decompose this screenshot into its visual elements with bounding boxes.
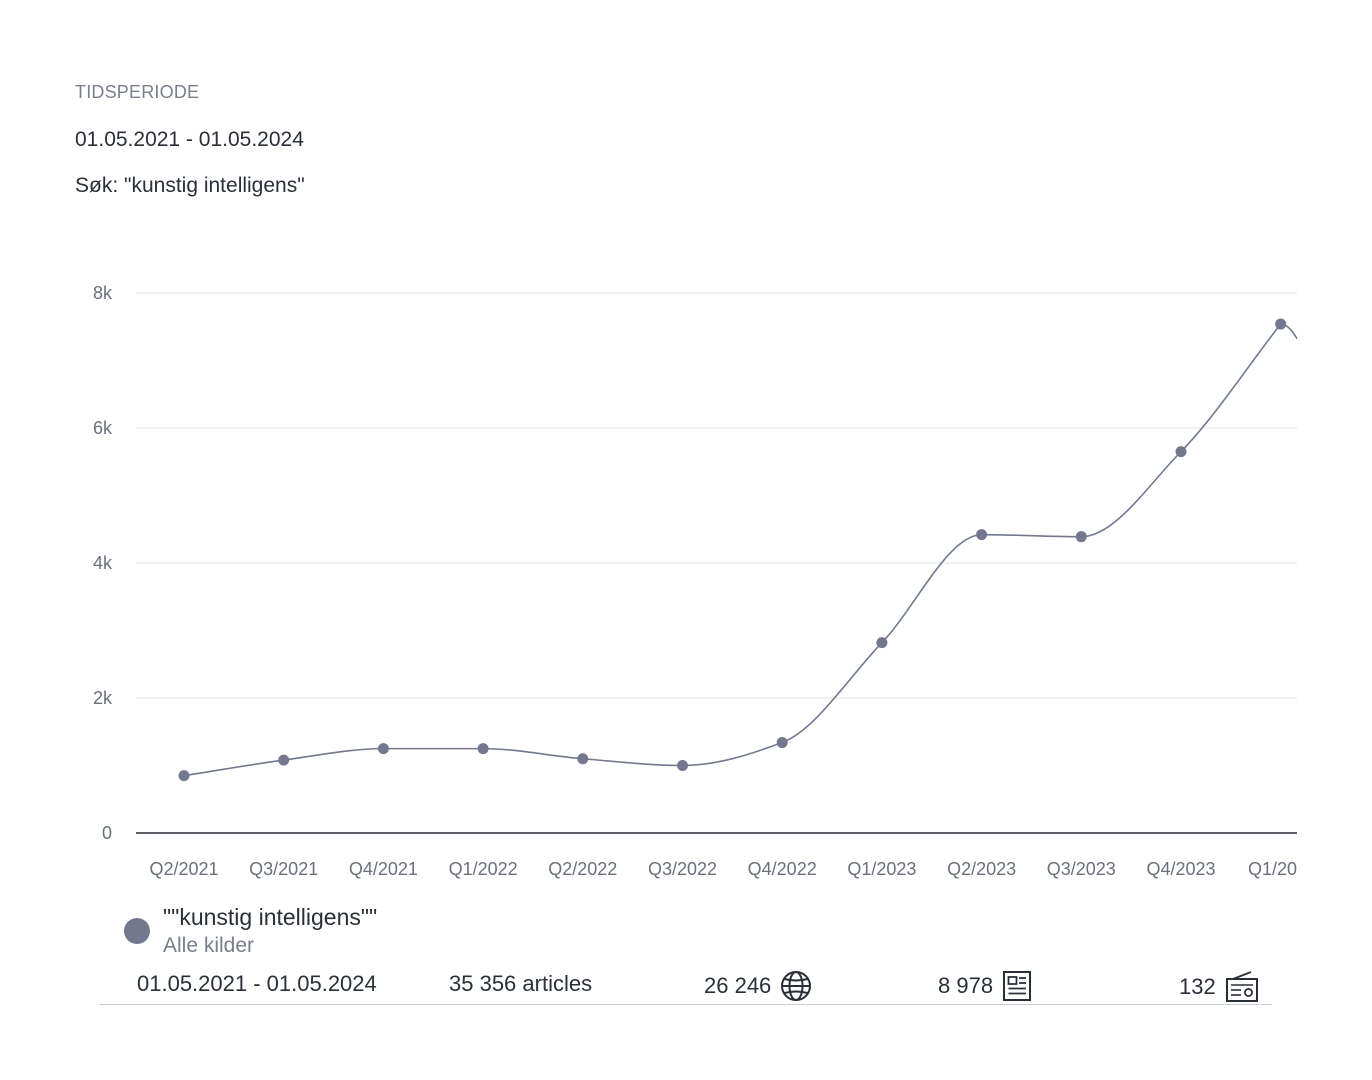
data-point[interactable] — [776, 737, 788, 749]
legend-dot — [124, 918, 150, 944]
data-point[interactable] — [477, 743, 489, 755]
data-point[interactable] — [677, 760, 688, 771]
y-tick-label: 6k — [93, 418, 113, 438]
data-point[interactable] — [278, 754, 290, 766]
radio-icon — [1225, 971, 1258, 1002]
x-tick-label: Q4/2022 — [748, 859, 817, 879]
stats-row: 01.05.2021 - 01.05.2024 35 356 articles … — [100, 962, 1272, 1005]
newspaper-icon — [1003, 971, 1032, 1001]
globe-icon — [781, 971, 812, 1001]
data-point[interactable] — [1075, 531, 1087, 543]
x-tick-label: Q1/2023 — [847, 859, 916, 879]
x-tick-label: Q4/2023 — [1146, 859, 1215, 879]
stats-radio[interactable]: 132 — [1179, 970, 1259, 1004]
y-tick-label: 2k — [93, 688, 113, 708]
data-point[interactable] — [577, 753, 589, 765]
grid-lines — [136, 292, 1297, 699]
stats-radio-count: 132 — [1179, 974, 1216, 999]
x-tick-label: Q3/2021 — [249, 859, 318, 879]
stats-web-count: 26 246 — [704, 973, 772, 998]
series-line — [183, 323, 1298, 777]
stats-articles-value: 35 356 articles — [449, 971, 593, 996]
data-point[interactable] — [876, 637, 888, 649]
x-tick-label: Q1/20 — [1248, 859, 1297, 879]
legend-series-name: ""kunstig intelligens"" — [163, 904, 378, 930]
x-tick-label: Q2/2022 — [548, 859, 617, 879]
x-axis-ticks: Q2/2021 Q3/2021 Q4/2021 Q1/2022 Q2/2022 Q3/20… — [149, 859, 1297, 879]
data-point[interactable] — [1175, 446, 1187, 458]
period-value: 01.05.2021 - 01.05.2024 — [75, 128, 304, 151]
x-tick-label: Q4/2021 — [349, 859, 418, 879]
legend-text: ""kunstig intelligens"" Alle kilder — [163, 902, 377, 960]
y-axis-ticks: 0 2k 4k 6k 8k — [93, 283, 113, 843]
stats-articles: 35 356 articles — [449, 970, 592, 998]
data-point[interactable] — [1275, 318, 1287, 330]
stats-print-count: 8 978 — [938, 973, 994, 998]
x-tick-label: Q2/2023 — [947, 859, 1016, 879]
data-point[interactable] — [976, 529, 988, 541]
x-tick-label: Q1/2022 — [449, 859, 518, 879]
stats-print[interactable]: 8 978 — [938, 970, 1032, 1002]
stats-period-value: 01.05.2021 - 01.05.2024 — [137, 971, 377, 996]
data-points — [178, 318, 1287, 782]
stats-period: 01.05.2021 - 01.05.2024 — [137, 970, 377, 998]
stats-web[interactable]: 26 246 — [704, 970, 812, 1002]
legend-sources: Alle kilder — [163, 934, 255, 957]
legend[interactable]: ""kunstig intelligens"" Alle kilder — [124, 902, 377, 960]
period-label: TIDSPERIODE — [75, 82, 200, 102]
x-tick-label: Q3/2022 — [648, 859, 717, 879]
y-tick-label: 8k — [93, 283, 113, 303]
data-point[interactable] — [377, 743, 389, 755]
search-query: Søk: "kunstig intelligens" — [75, 174, 305, 197]
y-tick-label: 4k — [93, 553, 113, 573]
y-tick-label: 0 — [102, 823, 112, 843]
x-tick-label: Q2/2021 — [149, 859, 218, 879]
header: TIDSPERIODE 01.05.2021 - 01.05.2024 Søk:… — [75, 80, 305, 199]
data-point[interactable] — [178, 770, 190, 782]
x-tick-label: Q3/2023 — [1047, 859, 1116, 879]
